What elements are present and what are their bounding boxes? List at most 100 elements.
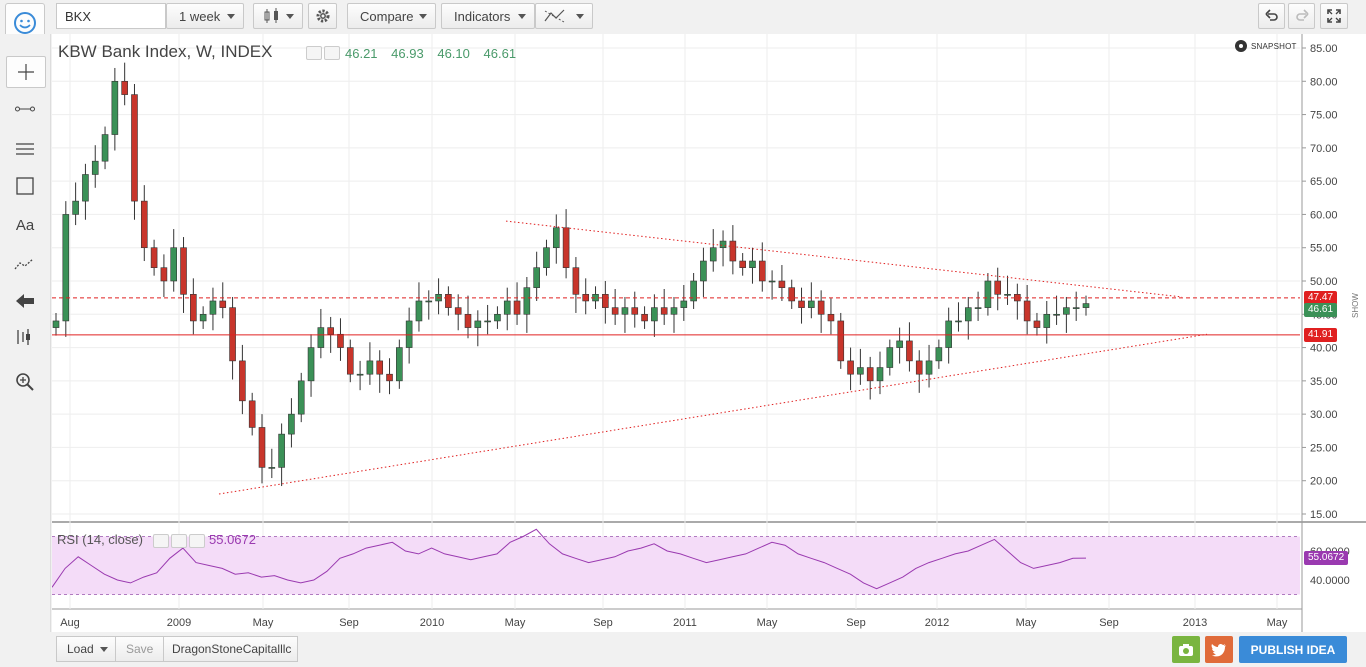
- candle-body: [739, 260, 746, 268]
- settings-small-icon[interactable]: [324, 46, 340, 60]
- y-tick-label: 55.00: [1310, 243, 1338, 255]
- candle-body: [111, 80, 119, 135]
- rsi-price-label: 55.0672: [1304, 551, 1349, 565]
- y-tick-label: 80.00: [1310, 76, 1338, 88]
- candle-body: [376, 360, 384, 375]
- candle-body: [190, 294, 197, 322]
- candle-body: [896, 340, 903, 348]
- load-button[interactable]: Load: [56, 636, 116, 662]
- candle-body: [82, 174, 89, 202]
- arrow-left-icon: [16, 294, 34, 308]
- undo-button[interactable]: [1258, 3, 1285, 29]
- candle-body: [886, 347, 894, 368]
- candle-body: [1072, 307, 1080, 309]
- publish-label: PUBLISH IDEA: [1250, 642, 1336, 657]
- candle-body: [700, 260, 707, 282]
- crosshair-icon: [18, 64, 34, 80]
- snapshot-green-button[interactable]: [1172, 636, 1200, 663]
- candle-body: [386, 373, 393, 382]
- y-tick-label: 65.00: [1310, 176, 1338, 188]
- candle-body: [955, 320, 962, 323]
- pattern-tool[interactable]: [6, 249, 44, 279]
- bottom-toolbar: Load Save DragonStoneCapitalllc PUBLISH …: [0, 632, 1366, 667]
- x-tick-label: May: [253, 617, 274, 629]
- crosshair-tool[interactable]: [6, 56, 46, 88]
- redo-button[interactable]: [1288, 3, 1315, 29]
- x-tick-label: Sep: [846, 617, 866, 629]
- candle-body: [1043, 313, 1051, 328]
- chart-style-dropdown[interactable]: [253, 3, 303, 29]
- symbol-input[interactable]: [56, 3, 166, 29]
- candle-body: [778, 280, 786, 288]
- magnet-tool[interactable]: [6, 322, 44, 352]
- candle-body: [847, 360, 854, 375]
- candle-body: [356, 373, 364, 376]
- candle-body: [906, 340, 913, 362]
- show-toggle[interactable]: SHOW: [1351, 293, 1360, 318]
- undo-icon: [1264, 9, 1278, 21]
- eye-icon[interactable]: [153, 534, 169, 548]
- save-label: Save: [126, 642, 154, 656]
- x-tick-label: 2011: [673, 617, 697, 629]
- text-icon: Aa: [15, 216, 35, 234]
- x-tick-label: 2010: [420, 617, 444, 629]
- candle-body: [670, 307, 678, 315]
- candle-body: [680, 300, 688, 308]
- interval-dropdown[interactable]: 1 week: [166, 3, 244, 29]
- save-button[interactable]: Save: [115, 636, 164, 662]
- y-tick-label: 30.00: [1310, 409, 1338, 421]
- rectangle-tool[interactable]: [6, 171, 44, 201]
- candle-body: [935, 347, 943, 362]
- eye-icon[interactable]: [306, 46, 322, 60]
- candle-body: [611, 307, 619, 315]
- compare-label: Compare: [360, 8, 414, 24]
- candle-body: [631, 307, 639, 315]
- snapshot-button[interactable]: SNAPSHOT: [1235, 40, 1297, 52]
- settings-small-icon[interactable]: [171, 534, 187, 548]
- drawing-templates-button[interactable]: [535, 3, 593, 29]
- candle-body: [798, 300, 805, 308]
- chevron-down-icon: [518, 13, 526, 19]
- candle-body: [945, 320, 952, 348]
- candle-body: [180, 247, 187, 295]
- rectangle-icon: [16, 177, 34, 195]
- remove-drawings-tool[interactable]: [6, 286, 44, 316]
- candle-body: [621, 307, 629, 315]
- ohlc-values: 46.21 46.93 46.10 46.61: [345, 46, 526, 61]
- candle-body: [494, 313, 501, 322]
- y-tick-label: 60.00: [1310, 209, 1338, 221]
- pattern-icon: [544, 9, 565, 23]
- resistance-price-label: 47.47: [1304, 291, 1338, 305]
- user-chart-name[interactable]: DragonStoneCapitalllc: [163, 636, 298, 662]
- y-tick-label: 20.00: [1310, 476, 1338, 488]
- last-price-label: 46.61: [1304, 303, 1338, 317]
- settings-button[interactable]: [308, 3, 337, 29]
- candle-body: [307, 347, 315, 382]
- pattern-draw-icon: [14, 258, 34, 270]
- candle-body: [513, 300, 521, 315]
- close-icon[interactable]: [189, 534, 205, 548]
- camera-icon: [1179, 643, 1193, 656]
- publish-idea-button[interactable]: PUBLISH IDEA: [1239, 636, 1347, 663]
- candle-body: [268, 467, 276, 469]
- show-label: SHOW: [1351, 293, 1360, 318]
- candle-body: [150, 247, 158, 268]
- twitter-button[interactable]: [1205, 636, 1233, 663]
- indicators-button[interactable]: Indicators: [441, 3, 535, 29]
- candle-body: [258, 427, 266, 468]
- text-tool[interactable]: Aa: [6, 210, 44, 240]
- candle-body: [278, 433, 285, 468]
- x-tick-label: May: [505, 617, 526, 629]
- candle-body: [503, 300, 511, 315]
- compare-button[interactable]: Compare: [347, 3, 436, 29]
- rsi-actions: [153, 534, 205, 548]
- fullscreen-button[interactable]: [1320, 3, 1348, 29]
- fib-tool[interactable]: [6, 134, 44, 164]
- chart-canvas[interactable]: Aug 2009 May Sep 2010 May Sep 2011 May Sep 2012 May…: [52, 34, 1366, 632]
- candle-body: [788, 287, 796, 302]
- chart-area[interactable]: Aug 2009 May Sep 2010 May Sep 2011 May Sep 2012 May…: [52, 34, 1366, 632]
- zoom-icon: [16, 373, 34, 391]
- trendline-tool[interactable]: [6, 94, 44, 124]
- zoom-tool[interactable]: [6, 367, 44, 397]
- candle-body: [209, 300, 217, 315]
